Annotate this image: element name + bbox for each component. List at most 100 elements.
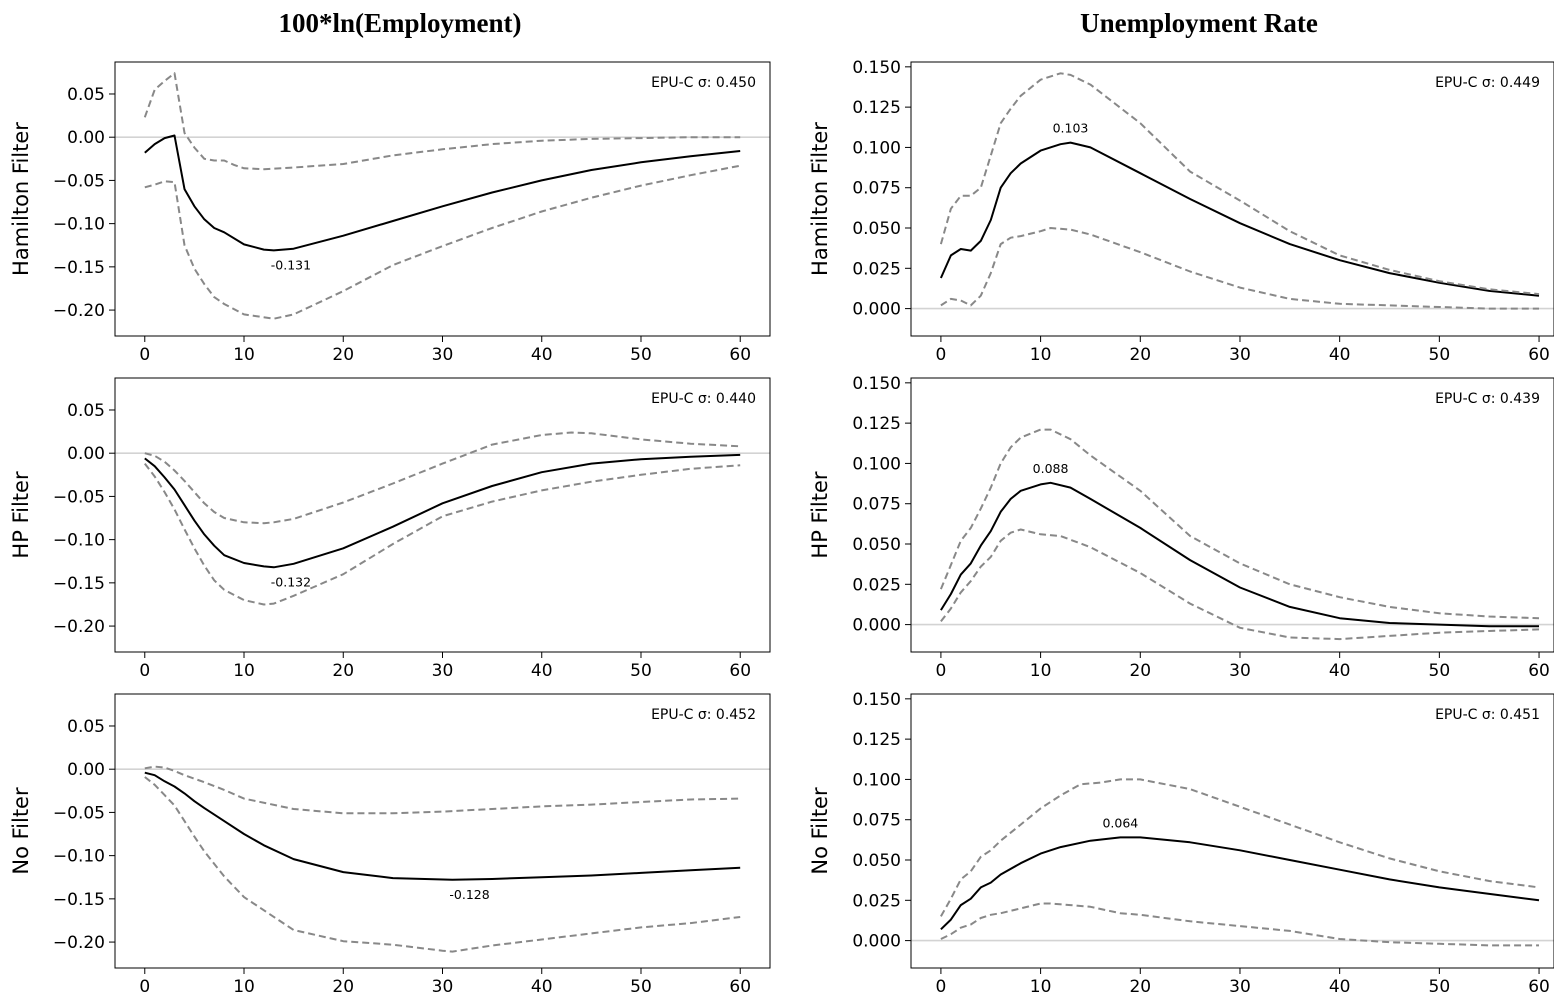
column-title-employment: 100*ln(Employment) [278, 8, 522, 38]
x-tick-label: 50 [1429, 977, 1451, 994]
x-tick-label: 60 [729, 977, 751, 994]
x-tick-label: 0 [139, 977, 150, 994]
axes-frame [910, 377, 1554, 653]
irf-line [940, 836, 1540, 931]
x-tick-label: 60 [729, 661, 751, 681]
y-tick-label: 0.100 [852, 454, 901, 474]
x-tick-label: 20 [332, 345, 354, 365]
x-tick-label: 30 [432, 977, 454, 994]
band-lower-line [144, 462, 741, 606]
band-lower-line [940, 528, 1540, 641]
band-lower-line [144, 164, 741, 320]
band-upper-line [939, 428, 1540, 620]
y-tick-label: 0.025 [852, 891, 901, 911]
sigma-annotation: EPU-C σ: 0.452 [651, 707, 756, 723]
x-tick-label: 20 [332, 661, 354, 681]
panel-1-1: 0 10 20 30 40 50 60 0.05 0.00 −0.05 −0.10 −0.15 −0.2… [9, 61, 771, 365]
y-tick-label: −0.20 [53, 617, 105, 637]
x-tick-label: 10 [233, 977, 255, 994]
axes-frame [910, 693, 1554, 969]
x-tick-label: 20 [1129, 661, 1151, 681]
x-tick-label: 10 [1030, 661, 1052, 681]
x-tick-label: 30 [1229, 345, 1251, 365]
x-tick-label: 50 [630, 661, 652, 681]
irf-line [939, 141, 1540, 297]
y-tick-label: 0.125 [852, 730, 901, 750]
row-label: Hamilton Filter [9, 122, 33, 276]
y-tick-label: 0.00 [67, 128, 105, 148]
y-tick-label: −0.20 [53, 933, 105, 953]
y-tick-label: −0.20 [53, 301, 105, 321]
peak-value-label: -0.131 [271, 257, 311, 272]
x-tick-label: 10 [233, 661, 255, 681]
row-label: No Filter [808, 787, 832, 875]
x-tick-label: 40 [531, 661, 553, 681]
x-tick-label: 0 [935, 977, 946, 994]
y-tick-label: −0.15 [53, 258, 105, 278]
y-tick-label: 0.100 [852, 138, 901, 158]
irf-line [144, 134, 741, 252]
band-upper-line [144, 431, 741, 525]
y-tick-label: 0.000 [852, 300, 901, 320]
y-tick-label: 0.050 [852, 219, 901, 239]
peak-value-label: 0.103 [1053, 121, 1089, 136]
y-tick-label: −0.15 [53, 890, 105, 910]
y-tick-label: 0.075 [852, 179, 901, 199]
x-tick-label: 30 [1229, 977, 1251, 994]
y-tick-label: −0.10 [53, 215, 105, 235]
sigma-annotation: EPU-C σ: 0.449 [1435, 75, 1540, 91]
row-label: No Filter [9, 787, 33, 875]
panel-3-2: 0 10 20 30 40 50 60 0.150 0.125 0.100 0.075 0.050 0.… [808, 690, 1554, 994]
plot-area [144, 431, 741, 606]
x-tick-label: 30 [432, 345, 454, 365]
x-tick-label: 40 [1329, 345, 1351, 365]
y-tick-label: −0.05 [53, 487, 105, 507]
y-tick-label: 0.150 [852, 374, 901, 394]
y-tick-label: 0.125 [852, 414, 901, 434]
x-tick-label: 50 [630, 977, 652, 994]
x-tick-label: 60 [729, 345, 751, 365]
plot-area [144, 765, 741, 953]
row-label: Hamilton Filter [808, 122, 832, 276]
panel-1-2: 0 10 20 30 40 50 60 0.150 0.125 0.100 0.075 0.050 0.… [808, 58, 1554, 365]
x-tick-label: 10 [1030, 345, 1052, 365]
y-tick-label: 0.000 [852, 932, 901, 952]
y-tick-label: −0.15 [53, 574, 105, 594]
peak-value-label: -0.132 [271, 574, 311, 589]
y-tick-label: 0.125 [852, 98, 901, 118]
irf-line [940, 481, 1539, 628]
x-tick-label: 50 [1429, 345, 1451, 365]
x-tick-label: 20 [332, 977, 354, 994]
y-tick-label: 0.00 [67, 444, 105, 464]
x-tick-label: 40 [531, 345, 553, 365]
panel-3-1: 0 10 20 30 40 50 60 0.05 0.00 −0.05 −0.10 −0.15 −0.2… [9, 693, 771, 994]
peak-value-label: -0.128 [449, 887, 489, 902]
y-tick-label: 0.025 [852, 259, 901, 279]
sigma-annotation: EPU-C σ: 0.451 [1435, 707, 1540, 723]
band-upper-line [144, 765, 741, 815]
sigma-annotation: EPU-C σ: 0.439 [1435, 391, 1540, 407]
x-tick-label: 50 [630, 345, 652, 365]
y-tick-label: 0.05 [67, 717, 105, 737]
band-lower-line [940, 227, 1539, 310]
plot-area [143, 72, 741, 320]
y-tick-label: 0.025 [852, 575, 901, 595]
x-tick-label: 40 [1329, 661, 1351, 681]
plot-area [939, 428, 1540, 641]
x-tick-label: 0 [935, 661, 946, 681]
y-tick-label: 0.075 [852, 811, 901, 831]
x-tick-label: 0 [935, 345, 946, 365]
axes-frame [910, 61, 1554, 337]
y-tick-label: 0.050 [852, 535, 901, 555]
y-tick-label: 0.00 [67, 760, 105, 780]
panel-2-2: 0 10 20 30 40 50 60 0.150 0.125 0.100 0.075 0.050 0.… [808, 374, 1554, 681]
sigma-annotation: EPU-C σ: 0.440 [651, 391, 756, 407]
axes-frame [114, 61, 771, 337]
x-tick-label: 30 [1229, 661, 1251, 681]
x-tick-label: 10 [1030, 977, 1052, 994]
x-tick-label: 60 [1528, 977, 1550, 994]
peak-value-label: 0.088 [1033, 461, 1069, 476]
x-tick-label: 0 [139, 661, 150, 681]
x-tick-label: 50 [1429, 661, 1451, 681]
